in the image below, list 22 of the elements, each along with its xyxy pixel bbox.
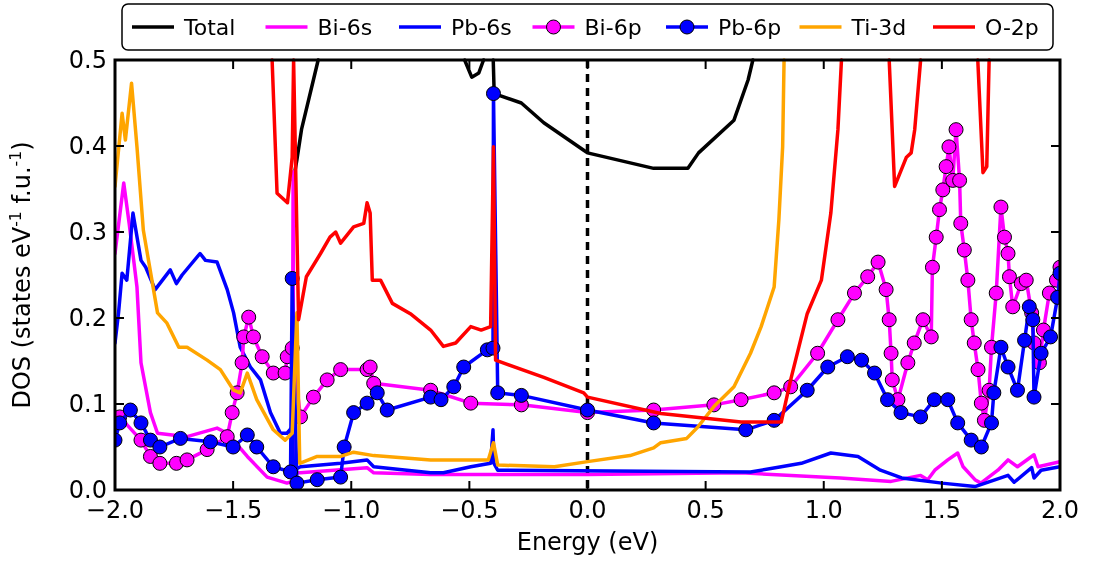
x-tick-label: 0.0 xyxy=(568,496,607,524)
x-tick-label: −1.0 xyxy=(322,496,381,524)
x-tick-label: −0.5 xyxy=(440,496,499,524)
legend-label: Total xyxy=(183,14,236,40)
x-tick-label: 0.5 xyxy=(686,496,725,524)
legend-label: Ti-3d xyxy=(850,14,907,40)
x-tick-label: 1.0 xyxy=(804,496,843,524)
legend-label: Pb-6s xyxy=(451,14,512,40)
x-tick-label: −1.5 xyxy=(203,496,263,524)
x-axis-title: Energy (eV) xyxy=(516,528,659,556)
x-tick-label: 1.5 xyxy=(922,496,961,524)
y-tick-label: 0.0 xyxy=(68,476,107,505)
y-tick-label: 0.2 xyxy=(68,304,107,333)
y-tick-label: 0.4 xyxy=(68,132,107,161)
y-tick-label: 0.5 xyxy=(68,46,107,75)
legend-label: Bi-6p xyxy=(584,14,642,40)
x-tick-label: 2.0 xyxy=(1040,496,1080,524)
y-tick-label: 0.3 xyxy=(68,218,107,247)
y-tick-label: 0.1 xyxy=(68,390,107,419)
legend-label: Pb-6p xyxy=(718,14,782,40)
legend-label: Bi-6s xyxy=(317,14,373,40)
legend-label: O-2p xyxy=(985,14,1039,40)
